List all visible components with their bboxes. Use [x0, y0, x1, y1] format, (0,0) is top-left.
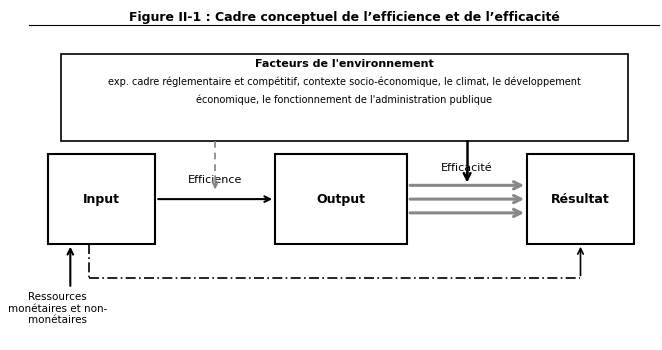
Text: Résultat: Résultat: [551, 193, 610, 205]
FancyBboxPatch shape: [275, 154, 407, 244]
Text: exp. cadre réglementaire et compétitif, contexte socio-économique, le climat, le: exp. cadre réglementaire et compétitif, …: [108, 77, 581, 88]
Text: économique, le fonctionnement de l'administration publique: économique, le fonctionnement de l'admin…: [196, 94, 493, 105]
Text: Ressources
monétaires et non-
monétaires: Ressources monétaires et non- monétaires: [8, 292, 107, 325]
FancyBboxPatch shape: [48, 154, 156, 244]
Text: Efficience: Efficience: [188, 175, 242, 186]
FancyBboxPatch shape: [527, 154, 634, 244]
FancyBboxPatch shape: [61, 55, 628, 141]
Text: Facteurs de l'environnement: Facteurs de l'environnement: [255, 58, 434, 69]
Text: Efficacité: Efficacité: [442, 163, 493, 173]
Text: Output: Output: [316, 193, 365, 205]
Text: Input: Input: [83, 193, 120, 205]
Text: Figure II-1 : Cadre conceptuel de l’efficience et de l’efficacité: Figure II-1 : Cadre conceptuel de l’effi…: [129, 12, 560, 24]
